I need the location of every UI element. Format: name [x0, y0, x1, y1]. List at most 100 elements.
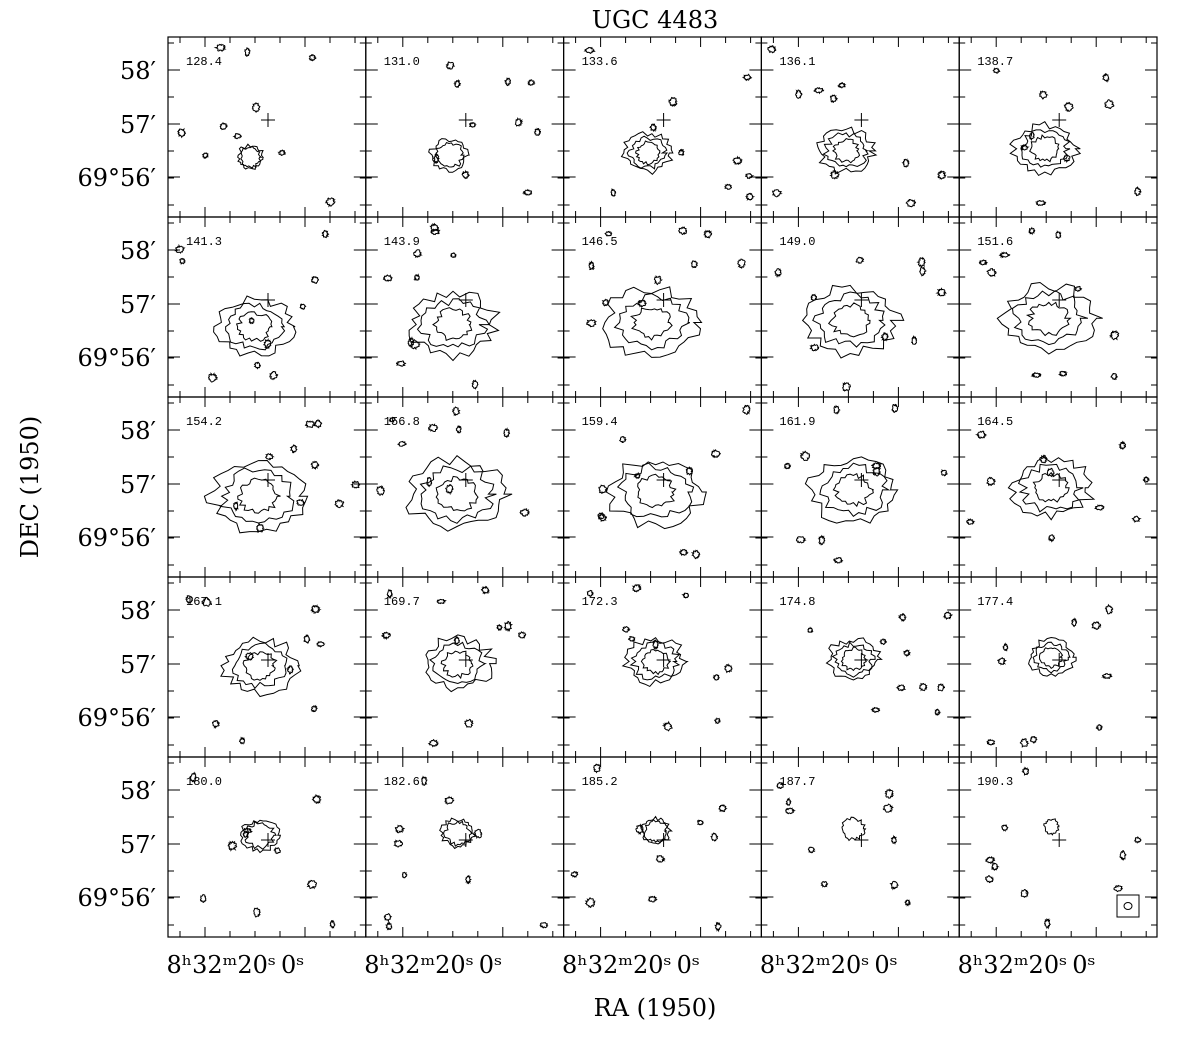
noise-contour	[799, 450, 811, 462]
noise-contour	[741, 73, 753, 82]
noise-contour	[1021, 766, 1030, 776]
y-tick-label: 57′	[120, 831, 156, 859]
noise-contour	[518, 631, 527, 639]
noise-contour	[795, 536, 807, 544]
contour	[1043, 818, 1060, 836]
noise-contour	[601, 298, 610, 307]
noise-contour	[1133, 836, 1142, 844]
noise-contour	[314, 418, 323, 429]
noise-contour	[937, 170, 947, 180]
noise-contour	[539, 921, 549, 929]
noise-contour	[242, 827, 254, 834]
beam	[1123, 902, 1133, 910]
noise-contour	[308, 53, 318, 62]
noise-contour	[265, 452, 275, 461]
noise-contour	[177, 127, 187, 139]
noise-contour	[432, 153, 441, 165]
velocity-label: 174.8	[779, 595, 815, 609]
noise-contour	[178, 257, 186, 265]
y-tick-label: 58′	[120, 777, 156, 805]
noise-contour	[745, 192, 756, 201]
contour	[613, 293, 691, 351]
noise-contour	[1063, 152, 1071, 164]
noise-contour	[401, 871, 408, 879]
noise-contour	[299, 303, 307, 311]
noise-contour	[649, 123, 657, 133]
noise-contour	[918, 682, 928, 692]
noise-contour	[1001, 824, 1009, 832]
velocity-label: 154.2	[186, 415, 222, 429]
noise-contour	[810, 293, 817, 302]
noise-contour	[244, 47, 251, 57]
noise-contour	[829, 170, 840, 180]
noise-contour	[934, 708, 942, 716]
noise-contour	[445, 61, 456, 70]
contour	[1038, 647, 1064, 669]
noise-contour	[269, 371, 279, 381]
noise-contour	[426, 476, 433, 488]
noise-contour	[833, 404, 841, 415]
noise-contour	[213, 43, 227, 53]
noise-contour	[1055, 230, 1062, 239]
center-cross	[854, 293, 869, 307]
noise-contour	[382, 274, 393, 283]
noise-contour	[444, 795, 455, 805]
noise-contour	[503, 620, 513, 633]
contour	[203, 459, 309, 534]
noise-contour	[321, 229, 330, 239]
velocity-label: 172.3	[582, 595, 618, 609]
noise-contour	[685, 466, 693, 476]
noise-contour	[919, 265, 928, 277]
noise-contour	[1091, 621, 1102, 631]
noise-contour	[637, 299, 647, 308]
contour	[419, 465, 497, 524]
noise-contour	[1038, 90, 1049, 100]
contour	[621, 637, 689, 688]
noise-contour	[1020, 888, 1030, 898]
noise-contour	[427, 423, 439, 432]
noise-contour	[310, 704, 318, 713]
contour	[225, 302, 286, 351]
noise-contour	[978, 259, 989, 266]
velocity-label: 143.9	[384, 235, 420, 249]
noise-contour	[521, 188, 533, 196]
noise-contour	[1110, 373, 1119, 381]
noise-contour	[1046, 467, 1055, 478]
noise-contour	[201, 152, 209, 160]
panel-frame	[958, 756, 1158, 938]
noise-contour	[870, 706, 881, 713]
contour	[629, 640, 681, 681]
noise-contour	[570, 870, 579, 879]
contour	[428, 138, 470, 173]
velocity-label: 190.3	[977, 775, 1013, 789]
contour	[429, 641, 487, 685]
noise-contour	[986, 476, 997, 487]
noise-contour	[421, 775, 428, 786]
velocity-label: 156.8	[384, 415, 420, 429]
noise-contour	[604, 230, 613, 237]
noise-contour	[1095, 724, 1104, 731]
noise-contour	[710, 448, 722, 459]
noise-contour	[1074, 285, 1083, 292]
noise-contour	[1094, 504, 1105, 511]
contour	[416, 298, 491, 348]
noise-contour	[1118, 440, 1127, 450]
y-tick-label: 58′	[120, 597, 156, 625]
noise-contour	[253, 907, 261, 918]
y-tick-label: 57′	[120, 111, 156, 139]
noise-contour	[879, 638, 888, 646]
contour	[816, 126, 878, 175]
noise-contour	[992, 67, 1001, 75]
noise-contour	[251, 102, 261, 113]
noise-contour	[986, 738, 996, 746]
noise-contour	[232, 501, 239, 512]
contour	[819, 462, 891, 517]
noise-contour	[376, 485, 385, 496]
contour	[242, 651, 278, 681]
noise-contour	[975, 430, 988, 439]
noise-contour	[871, 466, 881, 477]
noise-contour	[647, 895, 658, 903]
noise-contour	[407, 336, 416, 349]
noise-contour	[1029, 735, 1038, 744]
noise-contour	[1028, 226, 1036, 236]
